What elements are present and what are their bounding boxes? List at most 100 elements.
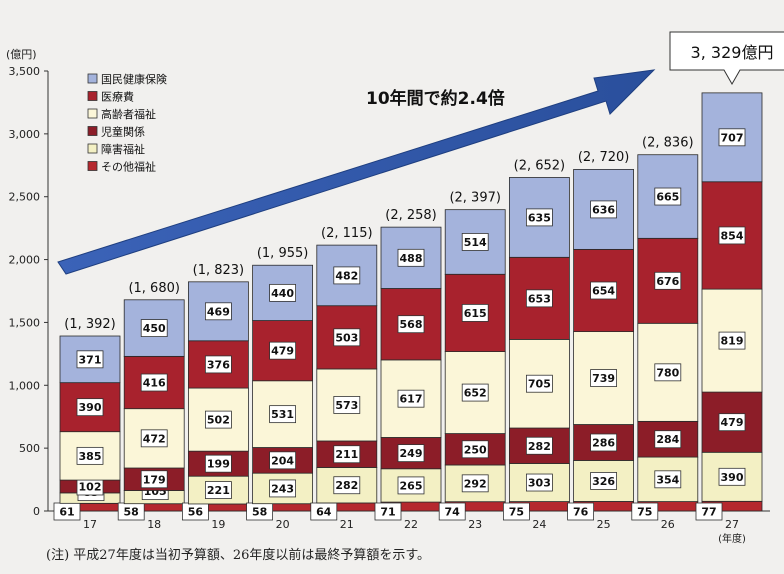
- value-label-box: [502, 502, 530, 521]
- trend-arrow: [57, 69, 656, 275]
- value-label-box: [718, 413, 746, 432]
- value-label: 469: [207, 305, 230, 318]
- x-unit-label: (年度): [718, 532, 746, 545]
- footnote: (注) 平成27年度は当初予算額、26年度以前は最終予算額を示す。: [46, 548, 431, 563]
- value-label-box: [590, 281, 617, 300]
- value-label: 654: [592, 284, 615, 297]
- value-label-box: [374, 502, 402, 521]
- legend-label: その他福祉: [101, 160, 156, 174]
- value-label-box: [397, 389, 425, 408]
- value-label: 61: [59, 506, 74, 519]
- value-label: 376: [207, 358, 230, 371]
- y-tick-label: 500: [19, 442, 40, 455]
- value-label-box: [76, 446, 104, 465]
- value-label: 635: [528, 211, 551, 224]
- value-label-box: [654, 187, 682, 206]
- x-tick-label: 26: [661, 518, 675, 531]
- value-label-box: [333, 396, 361, 414]
- y-tick-label: 3,000: [9, 128, 41, 141]
- value-label: 354: [656, 473, 679, 486]
- value-label-box: [204, 355, 232, 374]
- legend-swatch: [87, 126, 98, 136]
- y-tick-label: 2,500: [9, 191, 41, 204]
- value-label: 75: [637, 506, 652, 519]
- value-label-box: [590, 472, 617, 490]
- value-label-box: [654, 271, 682, 290]
- value-label-box: [204, 481, 232, 499]
- value-label: 75: [509, 506, 524, 519]
- value-label-box: [567, 502, 594, 521]
- value-label: 56: [188, 506, 204, 519]
- value-label: 665: [656, 191, 679, 204]
- value-label-box: [461, 474, 489, 493]
- value-label-box: [718, 467, 746, 486]
- value-label-box: [461, 233, 489, 251]
- value-label: 102: [79, 480, 102, 493]
- y-tick-label: 1,500: [9, 316, 41, 329]
- value-label-box: [590, 200, 617, 219]
- value-label-box: [631, 502, 659, 521]
- legend-label: 医療費: [101, 90, 134, 104]
- value-label-box: [140, 373, 168, 392]
- total-label: (2, 115): [321, 226, 373, 241]
- legend-swatch: [87, 143, 98, 154]
- value-label-box: [397, 248, 425, 267]
- total-label: (1, 392): [64, 317, 116, 332]
- value-label-box: [204, 410, 232, 429]
- value-label-box: [461, 383, 489, 402]
- value-label: 531: [271, 408, 294, 421]
- value-label-box: [269, 341, 297, 360]
- value-label: 58: [124, 506, 139, 519]
- value-label: 64: [316, 506, 332, 519]
- value-label: 636: [592, 203, 615, 216]
- value-label: 705: [528, 378, 551, 391]
- value-label: 211: [335, 448, 358, 461]
- value-label: 739: [592, 372, 615, 385]
- x-tick-label: 25: [597, 518, 611, 531]
- value-label: 76: [573, 506, 589, 519]
- value-label: 440: [271, 287, 294, 300]
- value-label: 652: [464, 387, 487, 400]
- total-label: (1, 680): [128, 281, 180, 296]
- value-label: 282: [528, 440, 551, 453]
- x-tick-label: 20: [276, 518, 290, 531]
- value-label: 249: [400, 447, 423, 460]
- bar-segment: [252, 472, 314, 505]
- y-tick-label: 2,000: [9, 254, 41, 267]
- total-label: (2, 652): [514, 159, 566, 174]
- value-label: 286: [592, 436, 615, 449]
- value-label: 854: [721, 229, 744, 242]
- value-label: 514: [464, 236, 487, 249]
- value-label-box: [438, 502, 466, 521]
- value-label-box: [526, 436, 553, 455]
- value-label-box: [526, 289, 553, 308]
- legend-swatch: [87, 161, 98, 171]
- value-label: 77: [701, 506, 716, 519]
- y-tick-label: 0: [33, 505, 40, 518]
- value-label: 284: [656, 433, 679, 446]
- value-label-box: [140, 429, 168, 448]
- value-label-box: [204, 302, 232, 321]
- value-label-box: [526, 473, 553, 492]
- value-label-box: [269, 405, 297, 424]
- total-label: (1, 955): [257, 246, 309, 261]
- value-label: 615: [464, 307, 487, 320]
- y-unit-label: (億円): [6, 48, 37, 61]
- value-label-box: [718, 226, 746, 245]
- value-label-box: [590, 369, 617, 387]
- total-label: (1, 823): [193, 263, 245, 278]
- value-label-box: [140, 319, 168, 337]
- value-label: 250: [464, 443, 487, 456]
- value-label: 479: [721, 416, 744, 429]
- value-label: 326: [592, 475, 615, 488]
- value-label-box: [204, 454, 232, 473]
- value-label-box: [654, 470, 682, 489]
- value-label: 390: [79, 401, 102, 414]
- value-label-box: [333, 328, 361, 347]
- value-label-box: [461, 440, 489, 459]
- value-label-box: [397, 444, 425, 463]
- value-label-box: [590, 433, 617, 452]
- value-label-box: [718, 331, 746, 350]
- y-tick-label: 1,000: [9, 379, 41, 392]
